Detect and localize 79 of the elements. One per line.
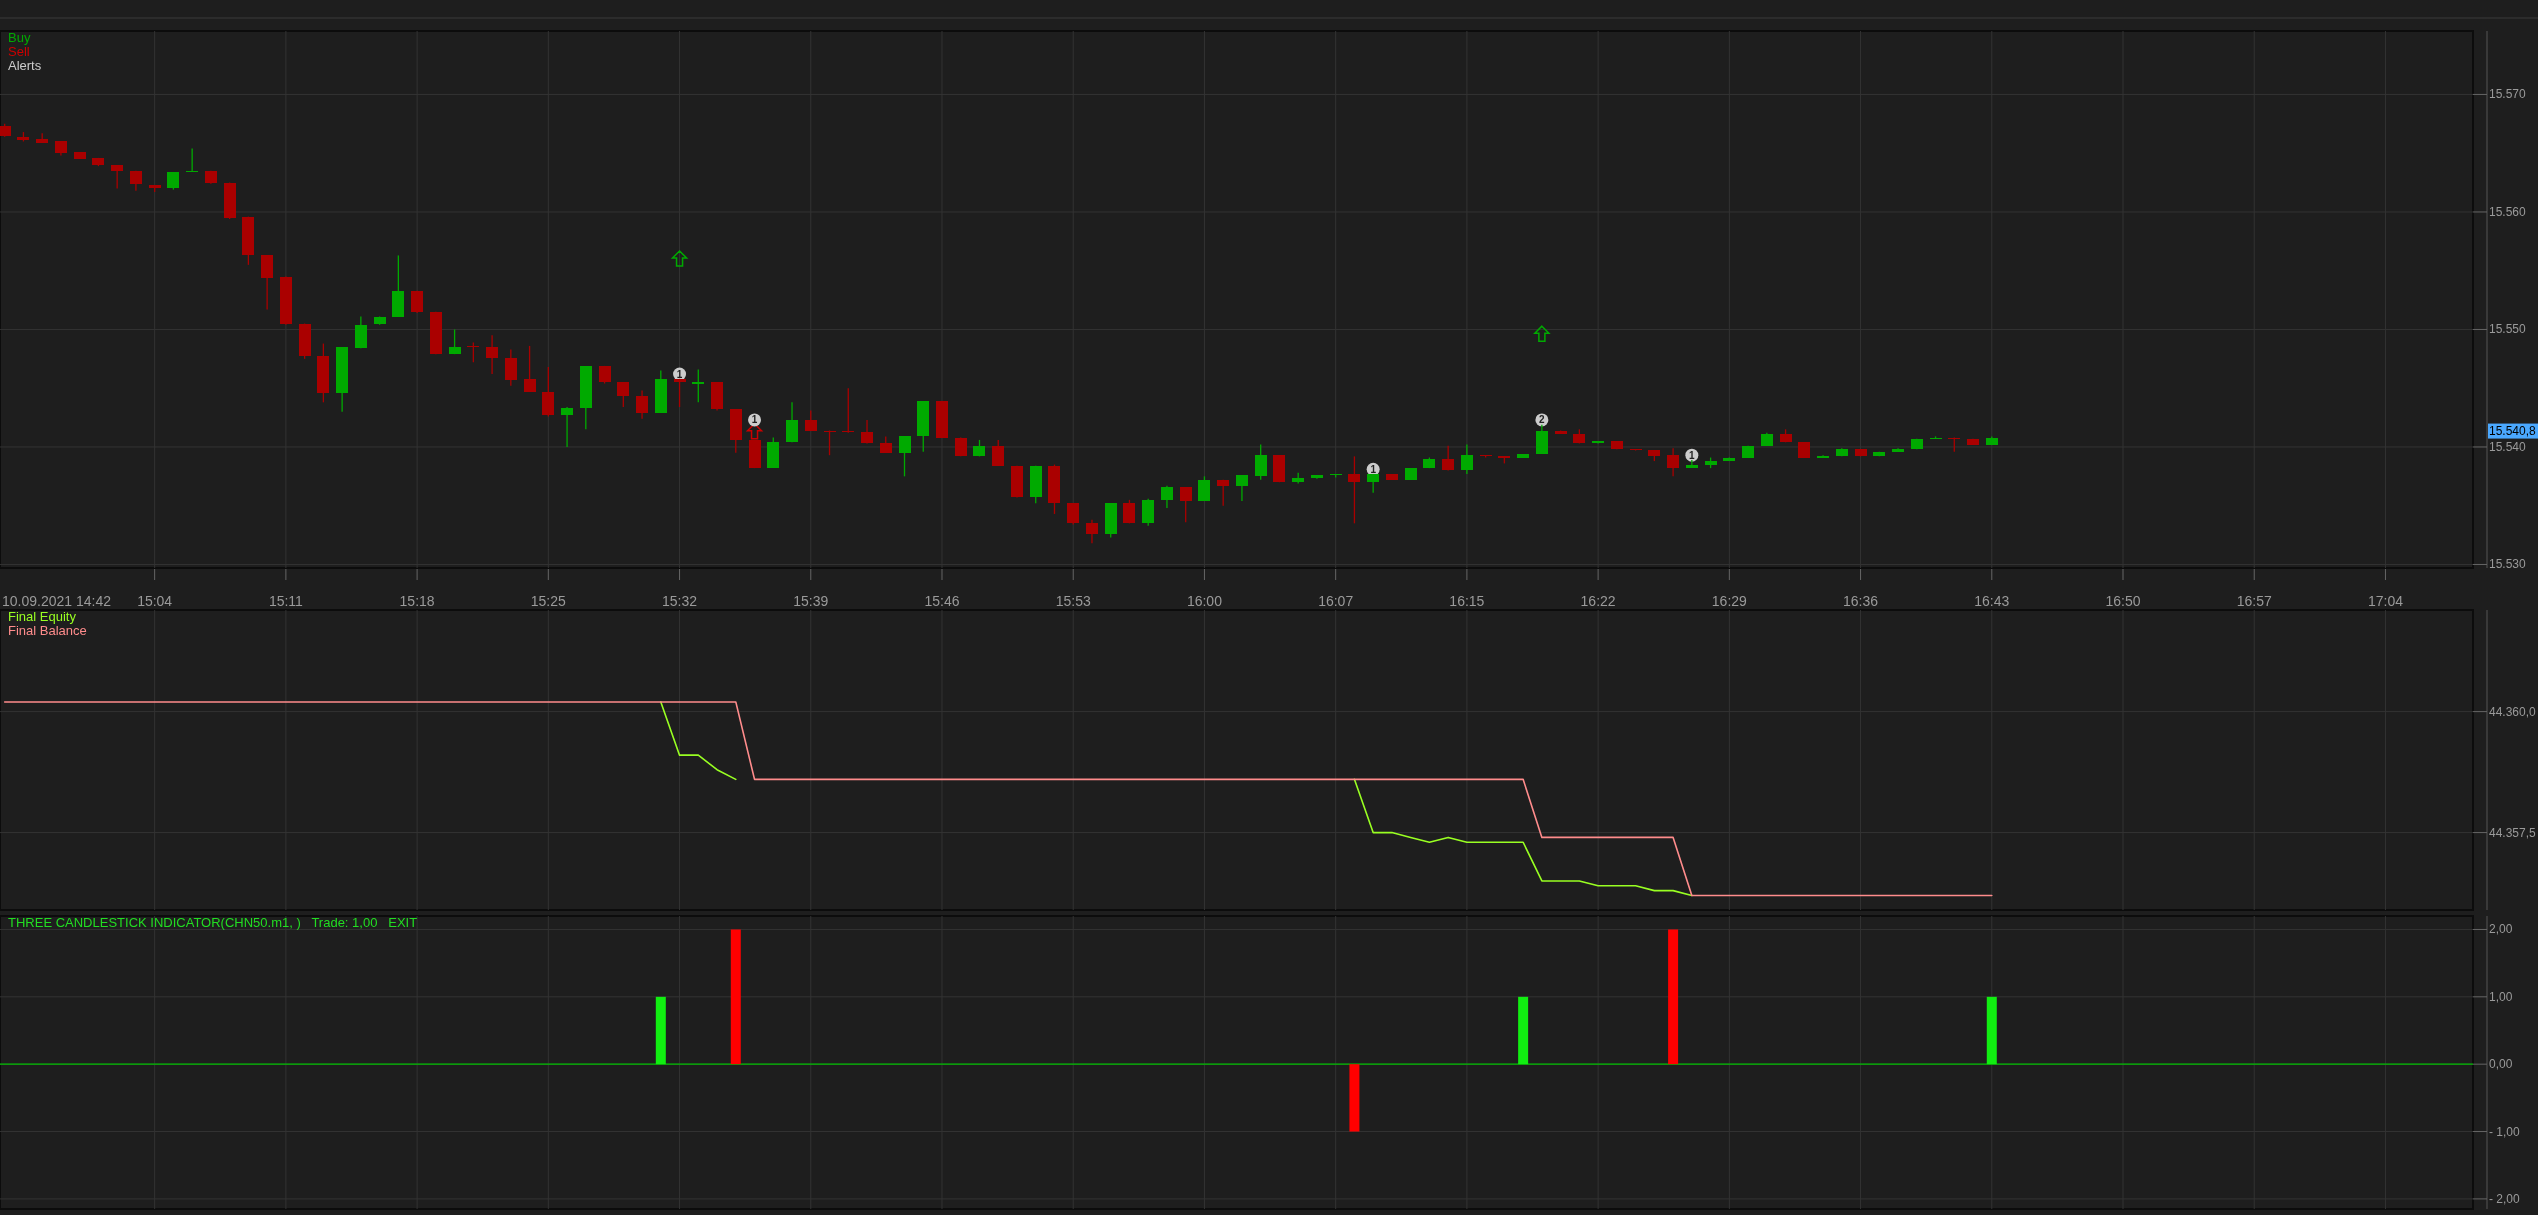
candlestick <box>1085 519 1098 544</box>
candlestick <box>354 315 367 349</box>
candlestick <box>1254 443 1267 481</box>
candlestick <box>636 389 649 420</box>
candlestick <box>1198 475 1211 502</box>
text: 10.09.2021 14:42 <box>2 593 112 609</box>
y-tick-label: 2,00 <box>2489 922 2513 937</box>
candlestick <box>804 409 817 432</box>
candlestick <box>1160 485 1173 509</box>
candlestick <box>1667 447 1680 477</box>
chart-title: THREE CANDLESTICK INDICATOR(CHN50.m1, ) Trade: 1,00 EXIT <box>8 915 418 930</box>
candlestick <box>523 345 536 393</box>
x-tick-label: 15:18 <box>399 593 435 609</box>
candlestick <box>1142 498 1155 527</box>
x-tick-label: 16:43 <box>1974 593 2010 609</box>
x-tick-label: 15:11 <box>268 593 304 609</box>
candlestick <box>1179 486 1192 523</box>
y-tick-label: 15.550 <box>2489 322 2527 337</box>
candlestick <box>504 348 517 387</box>
x-tick-label: 15:25 <box>530 593 567 609</box>
text: Buy <box>8 30 31 45</box>
x-tick-label: 15:53 <box>1055 593 1091 609</box>
x-tick-label: 16:15 <box>1449 593 1485 609</box>
line-series <box>3 701 1993 897</box>
x-tick-label: 16:36 <box>1843 593 1879 609</box>
candlestick <box>1348 455 1361 524</box>
y-tick-label: 15.530 <box>2489 557 2527 572</box>
x-tick-label: 15:46 <box>924 593 960 609</box>
x-tick-label: 16:29 <box>1711 593 1748 609</box>
text: Final Equity <box>8 609 77 624</box>
candlestick <box>261 254 274 311</box>
candlestick <box>561 406 574 448</box>
annotation: 1 <box>1370 463 1377 475</box>
bar <box>1668 929 1679 1065</box>
y-tick-label: - 1,00 <box>2489 1124 2521 1139</box>
x-tick-label: 16:22 <box>1580 593 1616 609</box>
candlestick <box>1460 443 1473 475</box>
annotation: 2 <box>1539 414 1546 426</box>
x-tick-label: 16:50 <box>2105 593 2141 609</box>
candlestick <box>486 334 499 375</box>
x-tick-label: 16:00 <box>1186 593 1223 609</box>
y-tick-label: 15.540 <box>2489 439 2527 454</box>
candlestick <box>1235 474 1248 502</box>
y-tick-label: 0,00 <box>2489 1057 2513 1072</box>
candlestick <box>898 435 911 477</box>
candlestick <box>1442 445 1455 472</box>
bar <box>1986 996 1997 1065</box>
x-tick-label: 16:07 <box>1318 593 1354 609</box>
candlestick <box>786 401 799 443</box>
annotation: 1 <box>751 414 758 426</box>
point <box>1534 325 1550 342</box>
candlestick <box>1067 502 1080 526</box>
text: Alerts <box>8 58 42 73</box>
y-tick-label: 15.570 <box>2489 87 2527 102</box>
x-tick-label: 15:39 <box>793 593 829 609</box>
candlestick <box>992 439 1005 467</box>
annotation: 1 <box>1689 449 1696 461</box>
candlestick <box>617 381 630 408</box>
x-tick-label: 17:04 <box>2367 593 2404 609</box>
y-tick-label: 44.360,0 <box>2489 704 2537 719</box>
y-tick-label: 44.357,5 <box>2489 825 2537 840</box>
text: Final Balance <box>8 623 87 638</box>
candlestick <box>542 366 555 418</box>
bar <box>730 929 741 1065</box>
candlestick <box>1217 479 1230 507</box>
text: Sell <box>8 44 30 59</box>
annotation: 1 <box>676 368 683 380</box>
point <box>671 250 688 267</box>
y-tick-label: 15.560 <box>2489 204 2527 219</box>
x-tick-label: 16:57 <box>2236 593 2272 609</box>
y-tick-label: 1,00 <box>2489 989 2513 1004</box>
bar <box>1518 996 1529 1065</box>
candlestick <box>448 328 461 355</box>
y-tick-label: - 2,00 <box>2489 1191 2521 1206</box>
x-tick-label: 15:32 <box>662 593 698 609</box>
x-tick-label: 15:04 <box>137 593 173 609</box>
bar <box>1349 1064 1360 1132</box>
candlestick <box>692 368 705 403</box>
bar <box>655 996 666 1065</box>
